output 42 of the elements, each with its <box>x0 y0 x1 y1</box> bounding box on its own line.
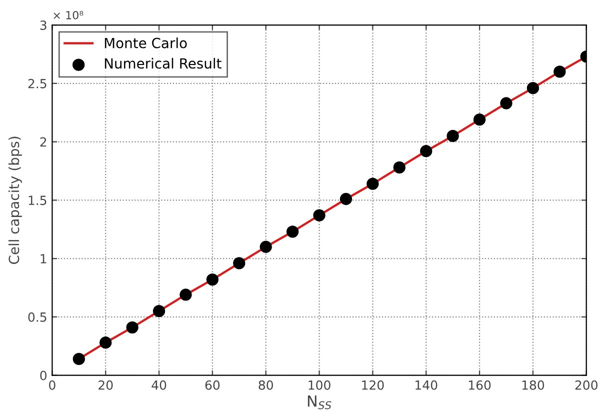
y-tick-label: 2.5 <box>28 78 46 88</box>
x-tick-label: 140 <box>416 380 438 390</box>
point <box>420 145 432 158</box>
point <box>180 288 192 301</box>
point <box>340 192 352 206</box>
x-tick-label: 120 <box>362 380 384 390</box>
point <box>554 66 566 78</box>
point <box>233 257 246 270</box>
point <box>500 97 512 110</box>
x-tick-label: 200 <box>575 380 598 390</box>
point <box>446 130 459 142</box>
point <box>366 178 379 190</box>
point <box>393 161 406 174</box>
point <box>72 352 85 366</box>
x-tick-label: 20 <box>98 380 113 390</box>
point <box>126 321 138 334</box>
text: × 10⁸ <box>54 10 84 20</box>
y-tick-label: 1.5 <box>28 196 46 206</box>
y-tick-label: 2 <box>40 137 46 147</box>
y-tick-label: 0 <box>40 370 46 380</box>
y-tick-label: 1 <box>40 254 46 264</box>
x-tick-label: 80 <box>258 380 273 390</box>
point <box>206 273 219 286</box>
point <box>313 209 326 222</box>
legend-label: Monte Carlo <box>104 38 187 48</box>
x-tick-label: 180 <box>522 380 544 390</box>
legend-label: Numerical Result <box>104 58 222 69</box>
point <box>260 240 272 253</box>
x-axis-title: N$_{SS}$ <box>308 395 332 410</box>
y-tick-label: 3 <box>40 20 46 30</box>
x-tick-label: 0 <box>49 380 56 390</box>
point <box>152 305 166 318</box>
point <box>526 82 540 94</box>
x-tick-label: 160 <box>468 380 491 390</box>
point <box>286 226 299 238</box>
x-tick-label: 100 <box>308 380 330 390</box>
y-tick-label: 0.5 <box>28 312 46 322</box>
y-axis-title: Cell capacity (bps) <box>8 136 22 264</box>
x-tick-label: 60 <box>205 380 220 390</box>
point <box>100 336 112 349</box>
x-tick-label: 40 <box>152 380 166 390</box>
point <box>473 114 486 126</box>
